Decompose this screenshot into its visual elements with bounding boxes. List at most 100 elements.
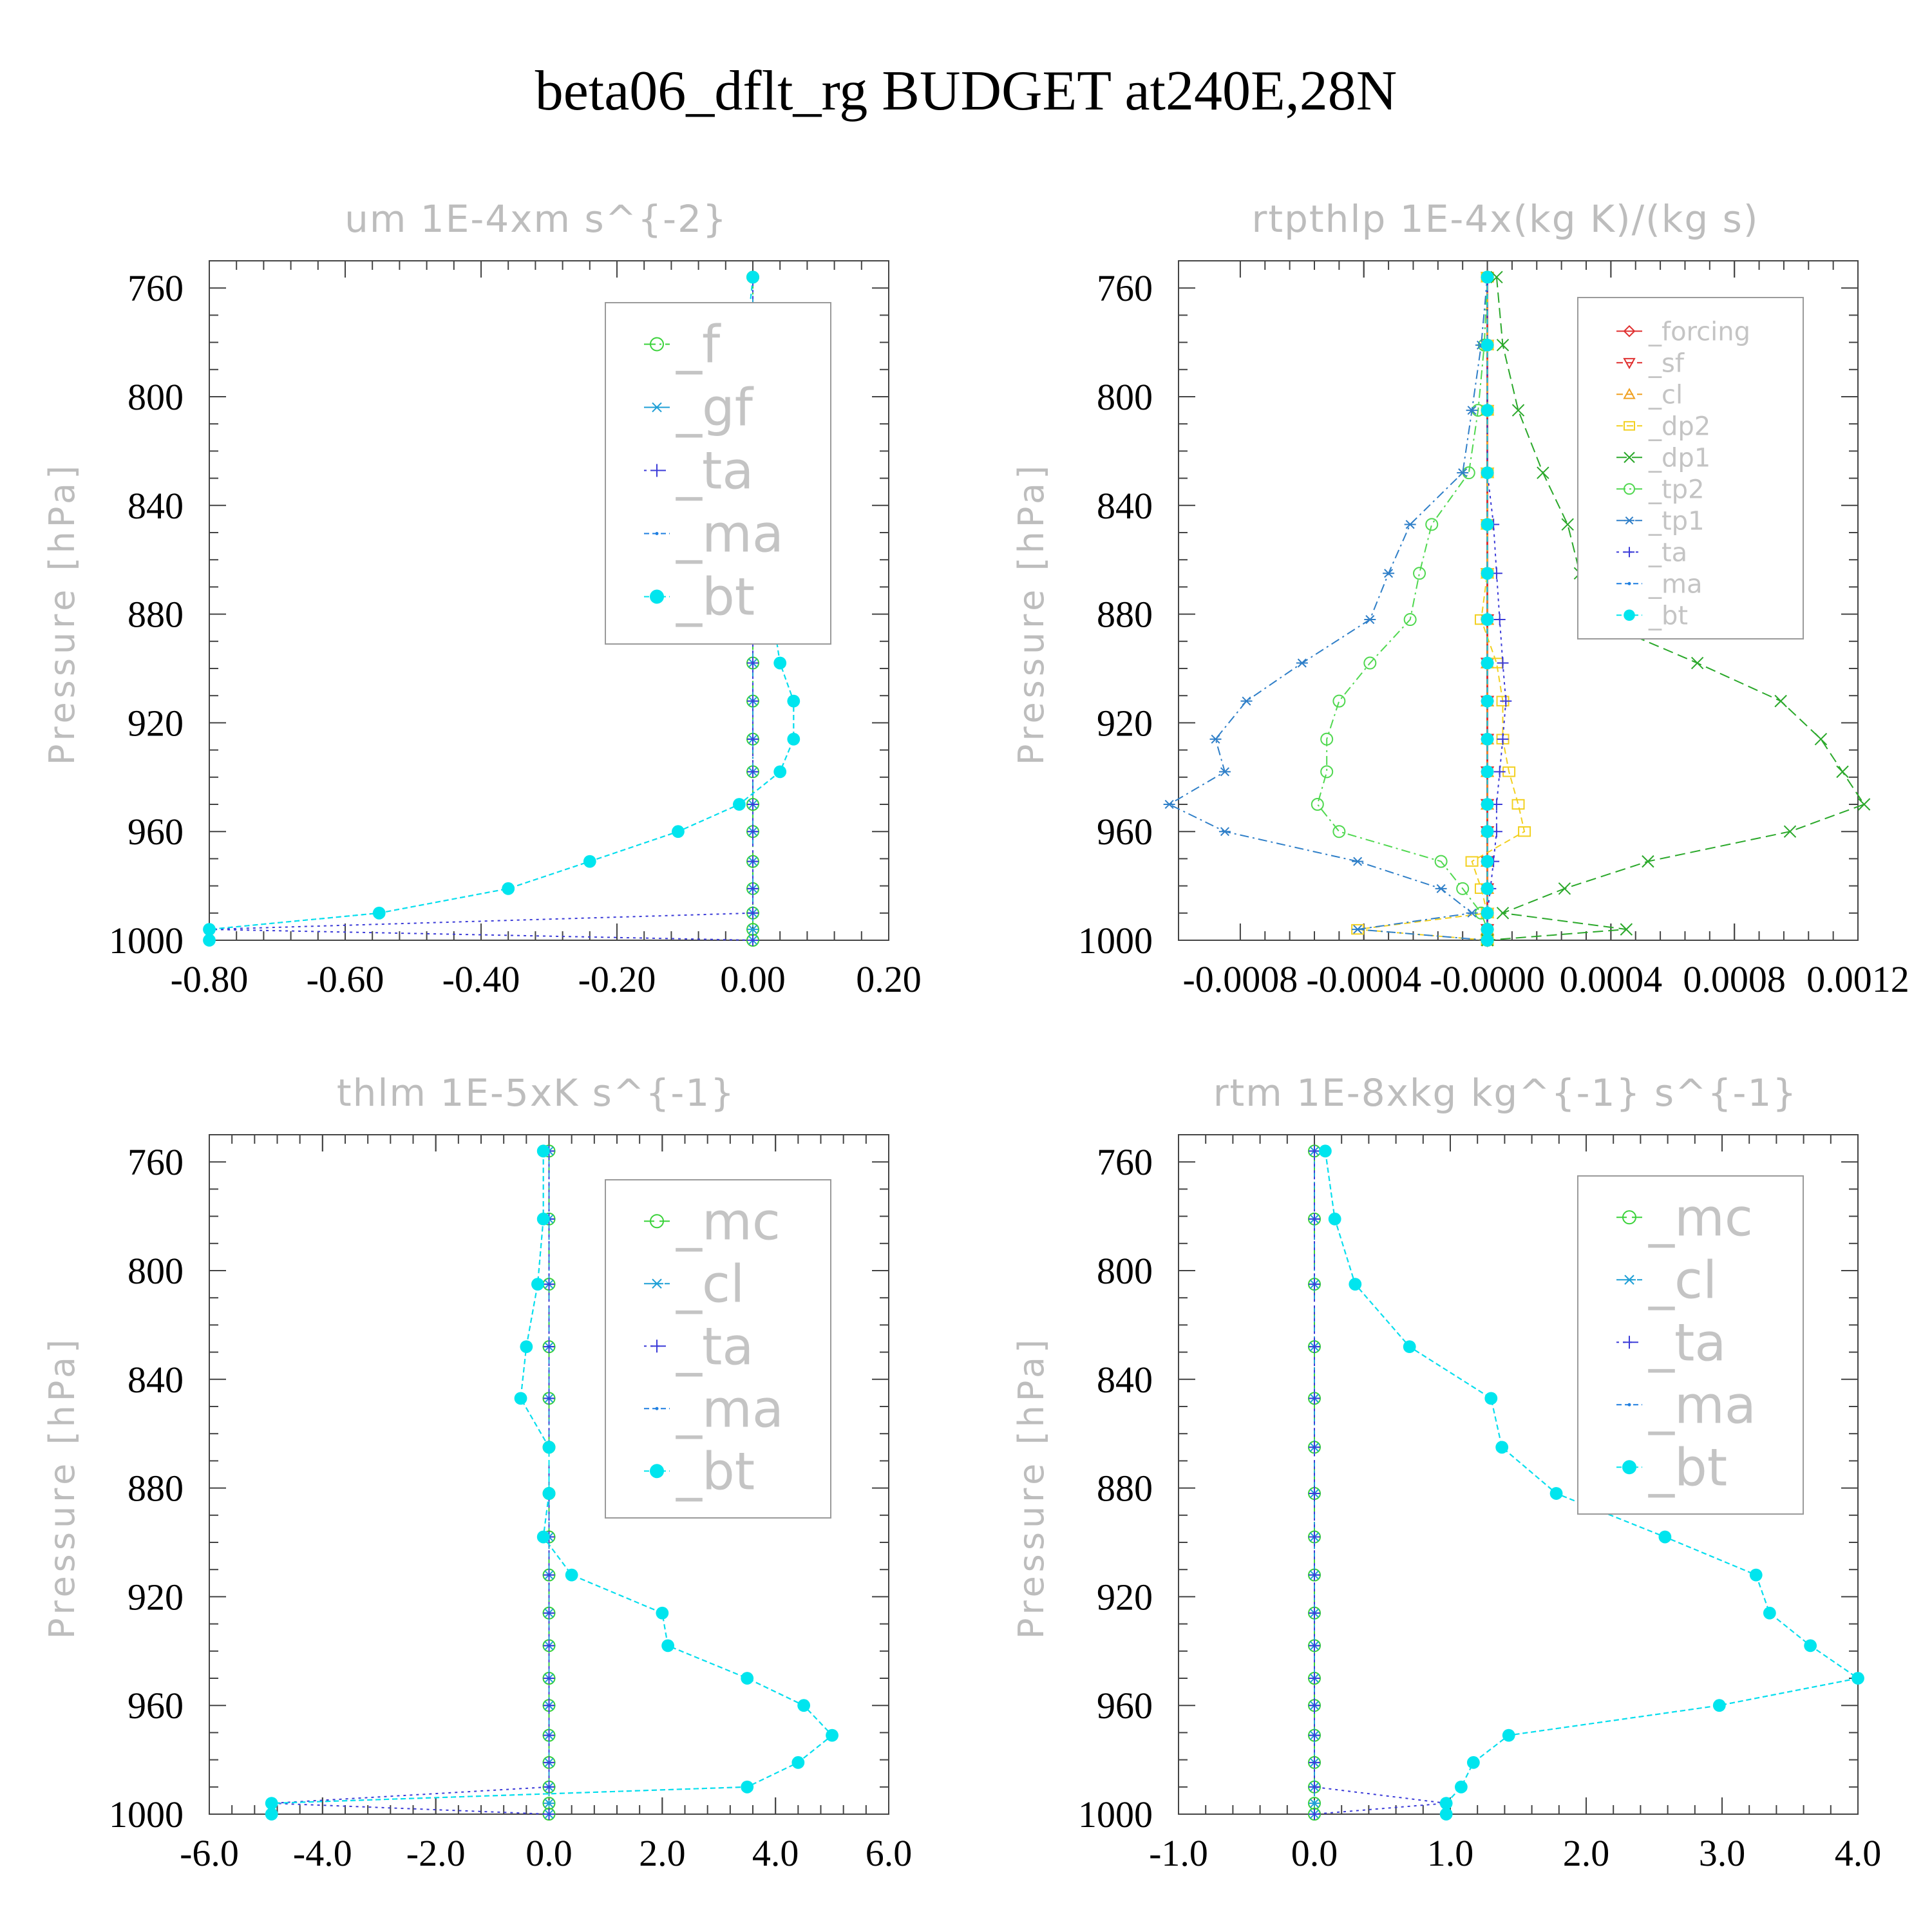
- legend: _forcing_sf_cl_dp2_dp1_tp2_tp1_ta_ma_bt: [1577, 297, 1804, 639]
- data-point: [1364, 615, 1376, 625]
- data-point: [1309, 1145, 1320, 1157]
- series-line: [1486, 277, 1507, 940]
- y-tick-label: 960: [1097, 1685, 1153, 1727]
- data-point: [1425, 518, 1439, 531]
- data-point: [543, 1729, 555, 1741]
- y-tick-label: 920: [128, 702, 184, 744]
- legend-marker: [1623, 1274, 1636, 1285]
- x-tick-label: 4.0: [752, 1832, 799, 1874]
- series-line: [1357, 277, 1526, 941]
- legend-marker: [1627, 1403, 1631, 1406]
- data-point: [1712, 1699, 1726, 1712]
- x-tick-label: 3.0: [1699, 1832, 1746, 1874]
- data-point: [1320, 765, 1334, 779]
- x-tick-label: 0.0: [526, 1832, 573, 1874]
- minor-ticks: [209, 1135, 889, 1815]
- x-tick-label: -0.40: [442, 958, 520, 1000]
- legend-marker: [1622, 1460, 1636, 1475]
- data-point: [1309, 1607, 1320, 1619]
- y-tick-label: 920: [1097, 1576, 1153, 1618]
- x-tick-label: -6.0: [180, 1832, 239, 1874]
- panel-2: rtpthlp 1E-4x(kg K)/(kg s) Pressure [hPa]…: [1011, 197, 1909, 1000]
- data-point: [1309, 1729, 1320, 1741]
- legend-marker: [1624, 609, 1635, 621]
- data-point: [1309, 1640, 1320, 1652]
- legend-entry: _ma: [676, 504, 784, 564]
- y-axis-label: Pressure [hPa]: [1011, 462, 1052, 765]
- legend-marker: [655, 1406, 659, 1410]
- series-tp2: [1311, 270, 1494, 947]
- data-point: [1309, 1278, 1320, 1291]
- x-tick-label: -4.0: [293, 1832, 352, 1874]
- x-tick-label: -0.60: [307, 958, 384, 1000]
- data-point: [1804, 1639, 1817, 1653]
- data-point: [1309, 1531, 1320, 1543]
- data-point: [1481, 732, 1494, 746]
- y-tick-label: 840: [1097, 485, 1153, 527]
- panel-1: um 1E-4xm s^{-2} Pressure [hPa] 760 800 840 8…: [42, 197, 922, 1000]
- y-axis-label: Pressure [hPa]: [42, 462, 82, 765]
- series-line: [1168, 277, 1488, 941]
- legend-entry: _mc: [1648, 1188, 1753, 1247]
- series-bt: [265, 1144, 838, 1821]
- data-point: [1218, 827, 1231, 837]
- panel-title: rtpthlp 1E-4x(kg K)/(kg s): [1252, 197, 1759, 241]
- data-point: [1481, 798, 1494, 811]
- y-tick-label: 760: [128, 1141, 184, 1183]
- data-point: [741, 1780, 754, 1794]
- data-point: [747, 826, 759, 838]
- legend-box: [1577, 297, 1804, 639]
- data-point: [747, 934, 759, 946]
- data-point: [1309, 1808, 1320, 1820]
- data-point: [797, 1699, 811, 1712]
- series-line: [1314, 1151, 1446, 1815]
- data-point: [1642, 855, 1654, 868]
- data-point: [1320, 732, 1334, 746]
- data-point: [1163, 799, 1175, 810]
- y-tick-label: 880: [1097, 594, 1153, 636]
- data-point: [536, 1530, 550, 1544]
- series-bt: [1481, 270, 1494, 947]
- data-point: [1496, 339, 1510, 352]
- data-point: [1481, 404, 1494, 417]
- x-tick-label: 4.0: [1835, 1832, 1882, 1874]
- data-point: [746, 270, 759, 284]
- data-point: [1481, 466, 1494, 480]
- legend-marker: [650, 589, 664, 604]
- data-point: [1309, 1569, 1320, 1581]
- plot-frame: [1178, 260, 1859, 941]
- data-point: [1481, 656, 1494, 670]
- panel-title: um 1E-4xm s^{-2}: [345, 197, 728, 241]
- legend-marker: [1623, 388, 1636, 399]
- data-point: [265, 1808, 278, 1821]
- y-tick-label: 800: [1097, 1250, 1153, 1292]
- y-tick-label: 840: [128, 1359, 184, 1401]
- series-line: [1316, 277, 1488, 940]
- data-point: [1296, 658, 1308, 668]
- legend-entry: _cl: [676, 1254, 744, 1314]
- legend-marker: [650, 337, 664, 352]
- legend-entry: _bt: [676, 567, 755, 627]
- data-point: [773, 765, 787, 779]
- data-point: [531, 1278, 544, 1291]
- data-point: [565, 1568, 578, 1582]
- data-point: [787, 694, 800, 708]
- data-point: [747, 657, 759, 669]
- series-dp1: [1481, 270, 1871, 947]
- x-tick-label: 6.0: [866, 1832, 913, 1874]
- legend: _mc_cl_ta_ma_bt: [605, 1179, 831, 1519]
- x-tick-label: -0.0004: [1306, 958, 1421, 1000]
- legend-marker: [1624, 483, 1635, 495]
- data-point: [747, 855, 759, 867]
- data-point: [1481, 882, 1494, 895]
- legend-entry: _cl: [1648, 380, 1683, 410]
- legend-entry: _bt: [1648, 601, 1688, 630]
- legend-marker: [1623, 1336, 1636, 1349]
- y-tick-label: 800: [128, 376, 184, 418]
- y-tick-label: 840: [128, 485, 184, 527]
- x-tick-label: 1.0: [1427, 1832, 1474, 1874]
- x-tick-label: 0.20: [856, 958, 922, 1000]
- data-point: [1413, 567, 1426, 580]
- data-point: [773, 656, 787, 670]
